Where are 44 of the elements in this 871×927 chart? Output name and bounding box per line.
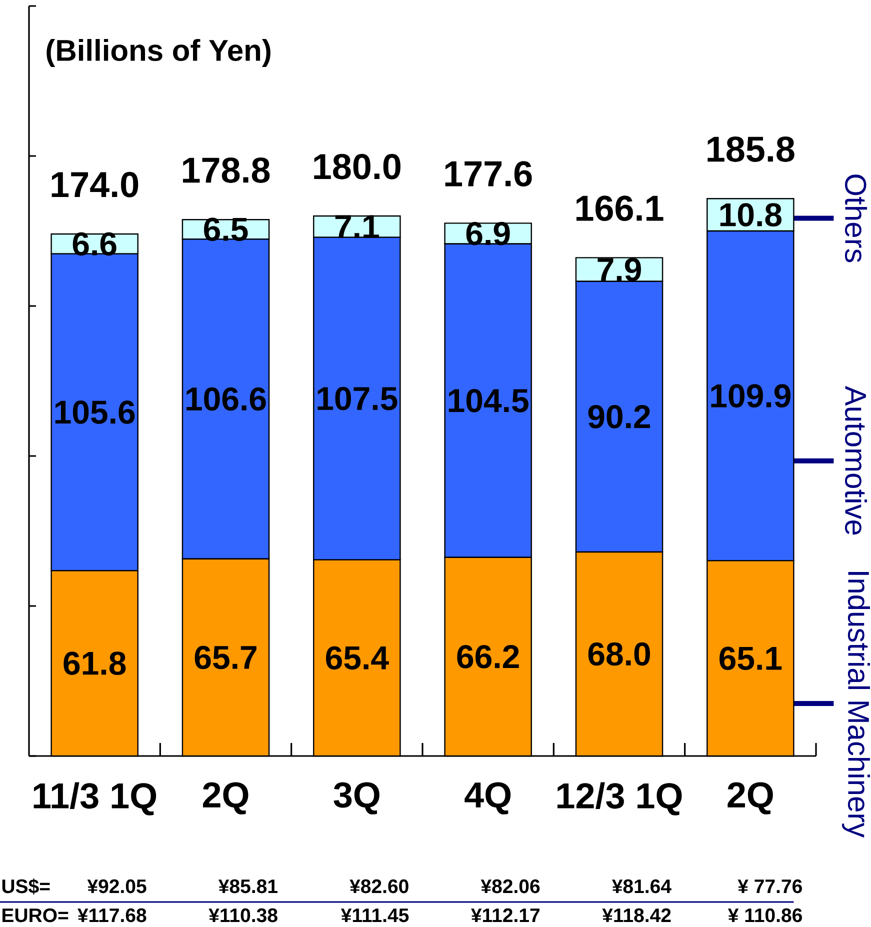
- text: Industrial Machinery: [842, 572, 870, 838]
- data-label: 109.9: [711, 384, 790, 408]
- text: US$=: [2, 878, 50, 894]
- data-label: 105.6: [55, 400, 135, 424]
- total-label: 180.0: [314, 154, 400, 180]
- total-label: 174.0: [52, 172, 138, 198]
- total-label: 185.8: [708, 136, 794, 162]
- text: Automotive: [844, 386, 868, 535]
- text: ¥118.42: [602, 908, 671, 922]
- total-label: 178.8: [182, 157, 270, 183]
- text: ¥111.45: [340, 908, 409, 922]
- text: ¥110.38: [208, 908, 278, 922]
- x-tick-label: 3Q: [334, 782, 380, 814]
- data-label: 107.5: [318, 386, 398, 410]
- text: EURO=: [2, 908, 68, 922]
- total-label: 166.1: [576, 196, 664, 222]
- data-label: 65.7: [194, 646, 256, 670]
- text: ¥ 110.86: [728, 908, 802, 922]
- x-tick-label: 12/3 1Q: [557, 782, 682, 816]
- y-axis-title: (Billions of Yen): [46, 39, 270, 67]
- text: ¥117.68: [78, 908, 146, 922]
- data-label: 90.2: [588, 405, 650, 428]
- total-label: 177.6: [445, 161, 532, 187]
- x-tick-label: 11/3 1Q: [34, 782, 156, 816]
- text: ¥82.60: [350, 879, 408, 894]
- text: ¥85.81: [218, 879, 278, 894]
- data-label: 68.0: [588, 642, 650, 666]
- data-label: 7.9: [598, 258, 641, 282]
- text: ¥82.06: [480, 879, 540, 894]
- data-label: 65.4: [326, 646, 389, 670]
- text: ¥92.05: [87, 879, 146, 894]
- x-tick-label: 4Q: [464, 782, 511, 814]
- x-tick-label: 2Q: [202, 782, 248, 814]
- text: Others: [844, 174, 868, 262]
- text: ¥81.64: [612, 879, 672, 894]
- data-label: 66.2: [457, 645, 519, 668]
- text: ¥112.17: [471, 908, 540, 922]
- data-label: 104.5: [448, 388, 528, 412]
- data-label: 61.8: [64, 652, 126, 675]
- data-label: 65.1: [720, 646, 782, 670]
- data-label: 106.6: [186, 387, 266, 411]
- text: ¥ 77.76: [738, 879, 802, 894]
- x-tick-label: 2Q: [728, 782, 773, 814]
- data-label: 10.8: [720, 203, 782, 226]
